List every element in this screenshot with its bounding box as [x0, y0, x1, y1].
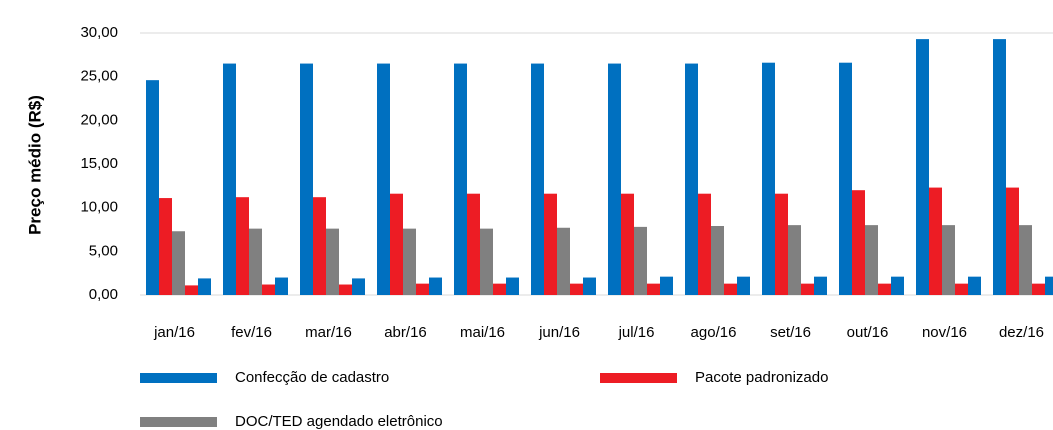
bar: [467, 193, 480, 295]
y-tick-label: 5,00: [89, 242, 118, 259]
y-tick-label: 0,00: [89, 286, 118, 303]
bar: [403, 228, 416, 295]
x-tick-label: jun/16: [538, 324, 580, 341]
bar: [198, 278, 211, 295]
bar: [236, 197, 249, 295]
bar: [262, 284, 275, 295]
bar: [570, 283, 583, 295]
bar: [223, 63, 236, 295]
bar: [968, 276, 981, 295]
bar: [660, 276, 673, 295]
bar: [775, 193, 788, 295]
bar: [685, 63, 698, 295]
bar: [647, 283, 660, 295]
y-axis-title: Preço médio (R$): [25, 95, 44, 235]
bar: [814, 276, 827, 295]
legend-swatch: [140, 417, 217, 427]
bar: [724, 283, 737, 295]
x-tick-label: mai/16: [460, 324, 505, 341]
bar: [801, 283, 814, 295]
x-tick-label: jan/16: [153, 324, 195, 341]
y-tick-label: 15,00: [80, 155, 118, 172]
y-tick-label: 30,00: [80, 24, 118, 41]
bar: [352, 278, 365, 295]
bar: [416, 283, 429, 295]
bar: [390, 193, 403, 295]
bar: [1006, 187, 1019, 295]
bar: [159, 198, 172, 295]
legend-swatch: [140, 373, 217, 383]
bar: [621, 193, 634, 295]
bar: [916, 39, 929, 295]
bar: [698, 193, 711, 295]
bar: [544, 193, 557, 295]
bar: [762, 62, 775, 296]
bar: [249, 228, 262, 295]
x-tick-label: out/16: [847, 324, 889, 341]
bar: [1045, 276, 1053, 295]
bar: [300, 63, 313, 295]
bar: [634, 226, 647, 295]
bar: [865, 225, 878, 295]
legend-swatch: [600, 373, 677, 383]
bar: [454, 63, 467, 295]
bar: [1019, 225, 1032, 295]
bar: [429, 277, 442, 295]
bar: [788, 225, 801, 295]
bar: [878, 283, 891, 295]
bar: [711, 226, 724, 295]
x-tick-label: mar/16: [305, 324, 352, 341]
bar: [172, 231, 185, 295]
x-tick-label: abr/16: [384, 324, 427, 341]
bar: [185, 285, 198, 295]
bar: [955, 283, 968, 295]
bar: [275, 277, 288, 295]
bar: [377, 63, 390, 295]
bar: [326, 228, 339, 295]
bar: [557, 227, 570, 295]
x-tick-label: dez/16: [999, 324, 1044, 341]
bar: [929, 187, 942, 295]
legend-label: Pacote padronizado: [695, 369, 828, 386]
y-tick-label: 10,00: [80, 199, 118, 216]
bar: [839, 62, 852, 296]
bar: [608, 63, 621, 295]
bar: [942, 225, 955, 295]
bar: [531, 63, 544, 295]
bar: [493, 283, 506, 295]
legend-label: DOC/TED agendado eletrônico: [235, 413, 443, 430]
x-tick-label: fev/16: [231, 324, 272, 341]
bar: [737, 276, 750, 295]
x-tick-label: nov/16: [922, 324, 967, 341]
x-tick-label: set/16: [770, 324, 811, 341]
y-tick-label: 20,00: [80, 111, 118, 128]
bar: [313, 197, 326, 295]
legend-label: Confecção de cadastro: [235, 369, 389, 386]
bar: [993, 39, 1006, 295]
bar: [583, 277, 596, 295]
bar: [506, 277, 519, 295]
x-tick-label: jul/16: [618, 324, 655, 341]
x-tick-label: ago/16: [691, 324, 737, 341]
y-tick-label: 25,00: [80, 68, 118, 85]
bar: [1032, 283, 1045, 295]
bar: [852, 190, 865, 295]
bar: [339, 284, 352, 295]
bar: [480, 228, 493, 295]
bar: [891, 276, 904, 295]
bar: [146, 80, 159, 295]
